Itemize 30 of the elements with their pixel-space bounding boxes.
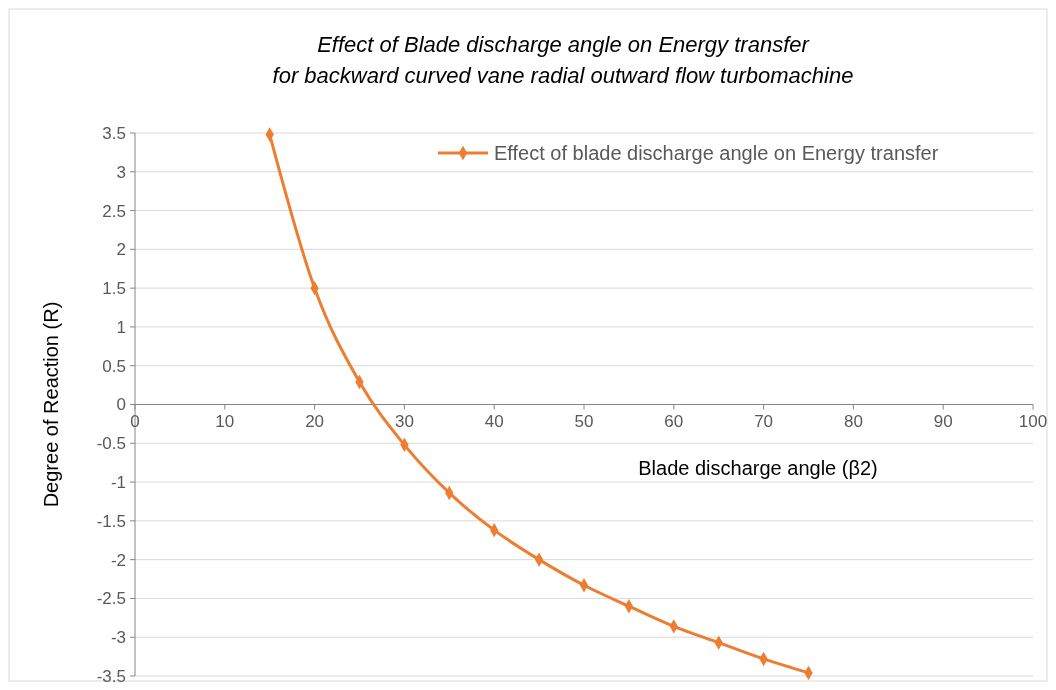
x-tick-label: 100	[1018, 411, 1048, 431]
y-tick-label: 1.5	[102, 279, 126, 299]
y-tick-label: -0.5	[96, 434, 126, 454]
y-tick-label: 1	[116, 317, 126, 337]
chart-title: Effect of Blade discharge angle on Energy transfer for backward curved vane radial outward flow turbomachine	[272, 32, 854, 88]
y-tick-label: -2.5	[96, 589, 126, 609]
y-tick-label: -1	[110, 473, 126, 493]
x-tick-label: 40	[484, 411, 504, 431]
legend-label: Effect of blade discharge angle on Energy transfer	[494, 142, 939, 164]
x-axis-title: Blade discharge angle (β2)	[638, 456, 878, 479]
y-tick-label: -2	[110, 550, 126, 570]
y-tick-label: -3.5	[96, 666, 126, 686]
x-tick-label: 70	[754, 411, 774, 431]
y-tick-label: -1.5	[96, 511, 126, 531]
x-tick-label: 0	[130, 411, 140, 431]
y-tick-label: 3	[116, 162, 126, 182]
y-tick-label: 0.5	[102, 356, 126, 376]
x-tick-label: 10	[215, 411, 235, 431]
x-tick-label: 60	[664, 411, 684, 431]
x-tick-label: 30	[394, 411, 414, 431]
y-tick-label: 3.5	[102, 123, 126, 143]
y-tick-label: 0	[116, 395, 126, 415]
x-tick-label: 20	[305, 411, 325, 431]
y-tick-label: 2.5	[102, 201, 126, 221]
x-tick-label: 90	[933, 411, 953, 431]
y-tick-label: -3	[110, 628, 126, 648]
y-axis-title: Degree of Reaction (R)	[40, 301, 62, 508]
x-tick-label: 50	[574, 411, 594, 431]
y-tick-label: 2	[116, 240, 126, 260]
x-tick-label: 80	[843, 411, 863, 431]
